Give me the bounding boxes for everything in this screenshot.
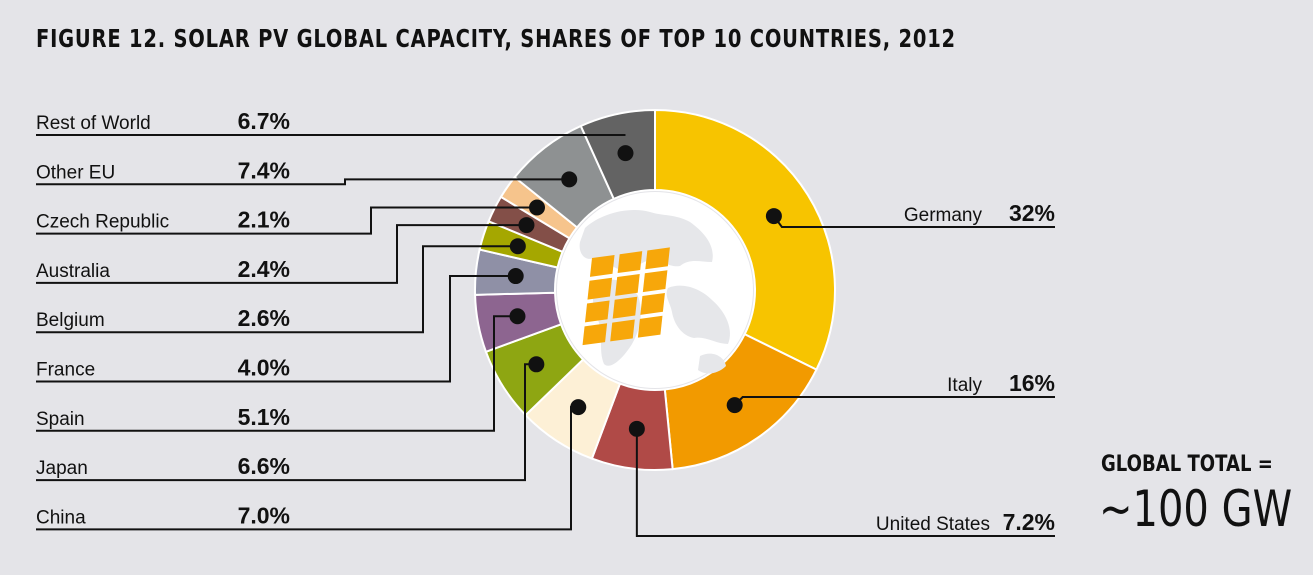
marker-france [507,268,524,285]
solar-cell [640,292,665,315]
value-germany: 32% [1009,200,1055,226]
value-japan: 6.6% [238,453,290,479]
solar-cell [584,300,610,323]
label-japan: Japan [36,458,88,479]
label-belgium: Belgium [36,310,105,331]
label-other-eu: Other EU [36,162,115,183]
globe-with-solar-panel-icon [557,192,753,388]
global-total-value: ~100 GW [1099,480,1293,538]
solar-cell [645,247,670,270]
value-united-states: 7.2% [1003,509,1055,535]
marker-czech-republic [528,199,545,216]
solar-cell [642,270,668,293]
leader-other-eu [36,178,570,186]
global-total-label: GLOBAL TOTAL = [1101,452,1273,477]
marker-spain [509,308,526,325]
marker-australia [518,217,535,234]
solar-cell [589,254,615,277]
leader-united-states [635,428,1055,537]
value-other-eu: 7.4% [238,157,290,183]
marker-belgium [509,238,526,255]
leader-belgium [36,245,518,334]
label-china: China [36,507,86,528]
value-italy: 16% [1009,370,1055,396]
label-australia: Australia [36,261,110,282]
value-rest-of-world: 6.7% [238,108,290,134]
solar-cell [615,273,640,296]
leader-china [36,406,579,531]
label-rest-of-world: Rest of World [36,113,151,134]
solar-cell [637,315,663,338]
marker-united-states [628,420,645,437]
label-spain: Spain [36,409,85,430]
label-czech-republic: Czech Republic [36,212,169,233]
value-china: 7.0% [238,502,290,528]
marker-japan [528,356,545,373]
value-france: 4.0% [238,355,290,381]
label-united-states: United States [876,514,990,535]
solar-cell [610,319,635,342]
value-czech-republic: 2.1% [238,207,290,233]
value-australia: 2.4% [238,256,290,282]
solar-cell [587,277,613,300]
slice-germany [654,108,836,371]
leader-france [36,275,516,383]
marker-rest-of-world [617,145,634,162]
leader-czech-republic [36,206,537,235]
label-france: France [36,360,95,381]
solar-cell [612,296,638,319]
leader-spain [36,315,518,432]
value-belgium: 2.6% [238,305,290,331]
label-italy: Italy [947,375,982,396]
solar-cell [617,251,643,274]
label-germany: Germany [904,205,983,226]
marker-china [570,399,587,416]
value-spain: 5.1% [238,404,290,430]
leader-australia [36,224,527,284]
figure-title: FIGURE 12. SOLAR PV GLOBAL CAPACITY, SHA… [36,24,956,53]
solar-cell [582,323,608,346]
marker-italy [726,397,743,414]
marker-germany [765,208,782,225]
marker-other-eu [561,171,578,188]
